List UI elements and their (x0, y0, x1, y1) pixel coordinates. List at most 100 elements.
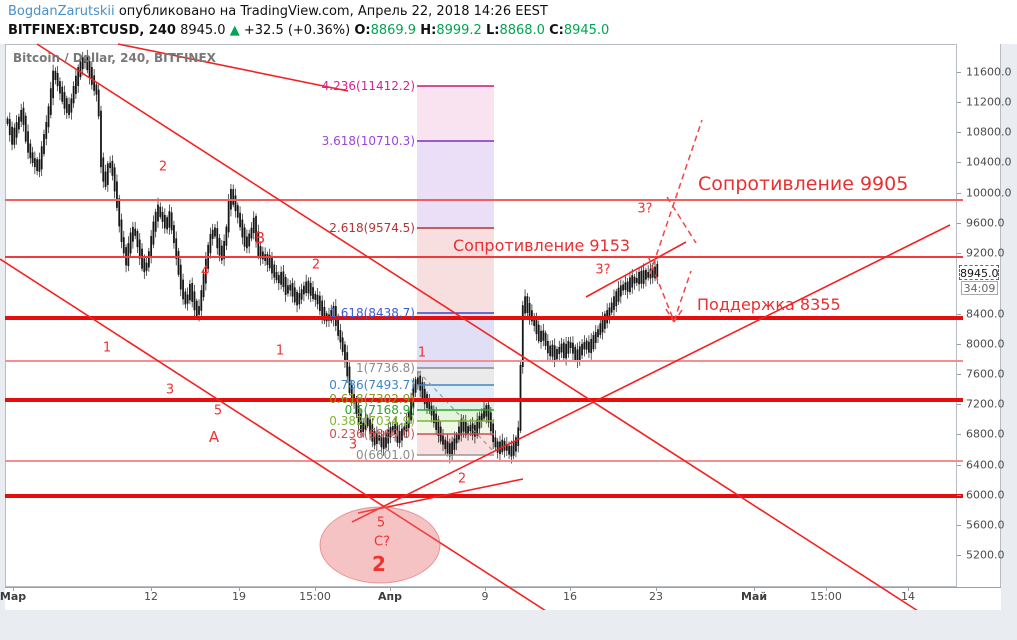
price-axis-tick-mark (957, 555, 961, 556)
date-axis-tick-mark (570, 587, 571, 591)
elliott-wave-label: 2 (311, 257, 321, 273)
date-axis-tick-mark (656, 587, 657, 591)
date-axis-tick-label: 15:00 (810, 590, 842, 603)
published-text: опубликовано на TradingView.com, Апрель … (118, 4, 548, 19)
support-label: Поддержка 8355 (697, 295, 841, 314)
price-axis-tick-mark (957, 374, 961, 375)
snapshot-header: BogdanZarutskii опубликовано на TradingV… (0, 0, 1017, 44)
date-axis-tick-mark (390, 587, 391, 591)
resistance-upper-label: Сопротивление 9905 (698, 173, 909, 195)
elliott-wave-label: 2 (457, 471, 467, 487)
date-axis-tick-label: 16 (563, 590, 577, 603)
fib-level-label: 0.5(7168.9) (344, 403, 415, 417)
date-axis-tick-mark (826, 587, 827, 591)
elliott-wave-label: 3 (165, 382, 175, 398)
elliott-wave-label: 4 (200, 264, 210, 280)
last-price: 8945.0 (180, 23, 226, 38)
chart-title: Bitcoin / Dollar, 240, BITFINEX (13, 51, 216, 65)
price-axis-tick-label: 5600.0 (966, 518, 1005, 532)
elliott-wave-label: 3? (595, 262, 611, 278)
price-axis-tick-mark (957, 72, 961, 73)
elliott-wave-label: C? (374, 534, 390, 550)
price-axis-tick-label: 11600.0 (966, 65, 1012, 79)
elliott-wave-label: 3 (348, 437, 358, 453)
publish-info: BogdanZarutskii опубликовано на TradingV… (8, 4, 548, 19)
fib-level-label: 1(7736.8) (356, 361, 415, 375)
price-axis-tick-mark (957, 344, 961, 345)
price-axis-tick-mark (957, 162, 961, 163)
username-link[interactable]: BogdanZarutskii (8, 4, 115, 19)
date-axis-tick-mark (315, 587, 316, 591)
price-axis-tick-mark (957, 495, 961, 496)
price-axis-tick-label: 9600.0 (966, 216, 1005, 230)
price-axis (957, 44, 1001, 610)
price-axis-tick-label: 5200.0 (966, 548, 1005, 562)
date-axis-tick-label: 14 (901, 590, 915, 603)
symbol-label: BITFINEX:BTCUSD, 240 (8, 23, 176, 38)
date-axis-tick-label: 19 (232, 590, 246, 603)
close-value: 8945.0 (563, 23, 610, 38)
bar-countdown: 34:09 (961, 281, 998, 295)
price-axis-tick-label: 8400.0 (966, 307, 1005, 321)
price-axis-tick-mark (957, 525, 961, 526)
ohlc-bar: BITFINEX:BTCUSD, 240 8945.0 ▲ +32.5 (+0.… (8, 23, 609, 38)
price-axis-tick-label: 7200.0 (966, 397, 1005, 411)
resistance-lower-label: Сопротивление 9153 (453, 236, 631, 255)
price-change: +32.5 (+0.36%) (243, 23, 351, 38)
price-axis-tick-label: 10400.0 (966, 155, 1012, 169)
elliott-wave-label: 3? (637, 201, 653, 217)
price-axis-tick-mark (957, 465, 961, 466)
up-arrow-icon: ▲ (229, 23, 240, 38)
price-axis-tick-mark (957, 102, 961, 103)
date-axis-tick-label: Апр (378, 590, 402, 603)
date-axis-tick-label: 15:00 (299, 590, 331, 603)
date-axis-tick-mark (754, 587, 755, 591)
high-value: 8999.2 (436, 23, 482, 38)
price-axis-tick-label: 6400.0 (966, 458, 1005, 472)
fib-level-label: 1.618(8438.7) (329, 306, 415, 320)
price-axis-tick-label: 6800.0 (966, 427, 1005, 441)
open-value: 8869.9 (370, 23, 417, 38)
low-value: 8868.0 (499, 23, 545, 38)
elliott-wave-label: A (208, 428, 220, 446)
fib-level-label: 0.382(7034.9) (329, 414, 415, 428)
date-axis (5, 587, 1001, 610)
date-axis-tick-label: Май (740, 590, 768, 603)
date-axis-tick-label: 12 (144, 590, 158, 603)
price-axis-tick-label: 7600.0 (966, 367, 1005, 381)
price-axis-tick-mark (957, 314, 961, 315)
date-axis-tick-mark (13, 587, 14, 591)
elliott-wave-label: B (254, 229, 266, 247)
price-axis-tick-mark (957, 253, 961, 254)
price-axis-tick-mark (957, 223, 961, 224)
fib-level-label: 0(6601.0) (356, 448, 415, 462)
fib-level-label: 3.618(10710.3) (321, 134, 415, 148)
date-axis-tick-label: 9 (481, 590, 489, 603)
price-axis-tick-label: 6000.0 (966, 488, 1005, 502)
price-axis-tick-mark (957, 434, 961, 435)
elliott-wave-label: 5 (376, 515, 386, 531)
date-axis-tick-mark (151, 587, 152, 591)
elliott-wave-label: 5 (213, 403, 223, 419)
date-axis-tick-label: 23 (649, 590, 663, 603)
high-label: H: (420, 23, 437, 38)
price-axis-tick-mark (957, 404, 961, 405)
fib-level-label: 2.618(9574.5) (329, 221, 415, 235)
low-label: L: (485, 23, 500, 38)
current-price-label: 8945.0 (959, 265, 999, 280)
price-axis-tick-label: 9200.0 (966, 246, 1005, 260)
elliott-wave-label: 2 (158, 159, 168, 175)
open-label: O: (354, 23, 371, 38)
date-axis-tick-mark (485, 587, 486, 591)
snapshot-footer: Создано при помощи TradingView (0, 610, 1017, 640)
price-axis-tick-mark (957, 132, 961, 133)
fib-level-label: 0.236(6869.0) (329, 427, 415, 441)
price-axis-tick-label: 10800.0 (966, 125, 1012, 139)
price-axis-tick-mark (957, 193, 961, 194)
fib-level-label: 0.786(7493.7) (329, 378, 415, 392)
date-axis-tick-mark (239, 587, 240, 591)
fib-level-label: 4.236(11412.2) (321, 79, 415, 93)
close-label: C: (549, 23, 564, 38)
elliott-wave-label: 1 (102, 340, 112, 356)
